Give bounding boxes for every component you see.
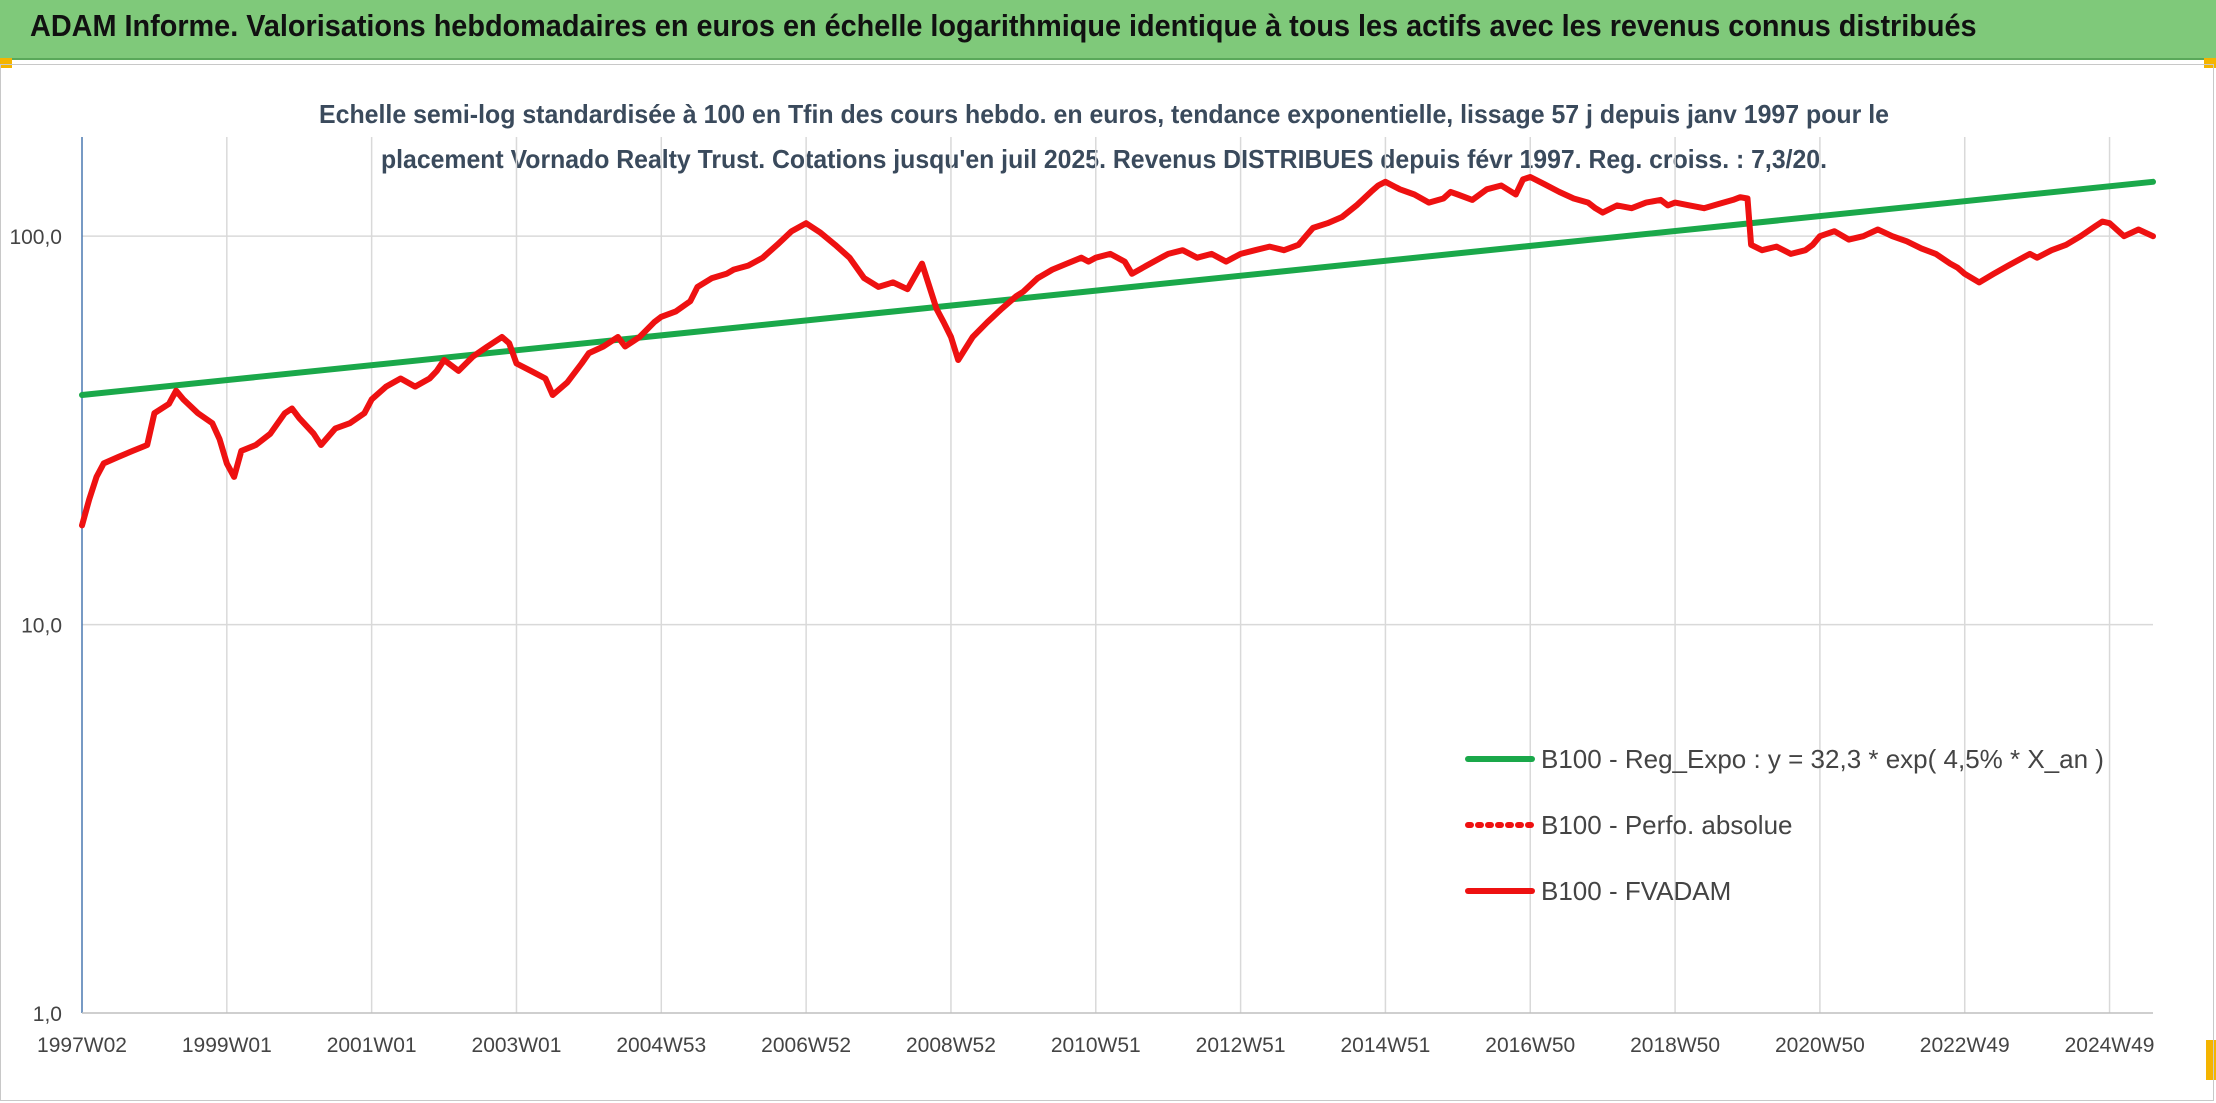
x-tick-label: 2014W51 <box>1340 1034 1430 1057</box>
chart-frame <box>0 64 2214 1101</box>
x-tick-label: 2008W52 <box>906 1034 996 1057</box>
series-line-0 <box>79 178 2156 398</box>
x-tick-label: 2022W49 <box>1920 1034 2010 1057</box>
legend-label-0: B100 - Reg_Expo : y = 32,3 * exp( 4,5% *… <box>1541 744 2104 774</box>
legend-label-1: B100 - Perfo. absolue <box>1541 810 1793 840</box>
x-tick-label: 2010W51 <box>1051 1034 1141 1057</box>
x-tick-label: 2016W50 <box>1485 1034 1575 1057</box>
x-tick-label: 1997W02 <box>37 1034 127 1057</box>
x-tick-label: 2012W51 <box>1196 1034 1286 1057</box>
corner-marker-left <box>0 58 12 68</box>
y-tick-label: 100,0 <box>9 226 62 249</box>
x-tick-label: 2018W50 <box>1630 1034 1720 1057</box>
report-title: ADAM Informe. Valorisations hebdomadaire… <box>30 8 1977 43</box>
x-tick-label: 1999W01 <box>182 1034 272 1057</box>
x-tick-label: 2004W53 <box>616 1034 706 1057</box>
series-layer <box>79 174 2156 529</box>
x-tick-label: 2020W50 <box>1775 1034 1865 1057</box>
corner-marker-bottom-right <box>2206 1040 2216 1080</box>
x-tick-label: 2024W49 <box>2065 1034 2155 1057</box>
y-tick-label: 10,0 <box>21 615 62 638</box>
x-tick-label: 2001W01 <box>327 1034 417 1057</box>
axes: 1,0 10,0 100,0 1997W02 1999W01 2001W01 2003W01… <box>9 137 2155 1057</box>
chart-subtitle-line-2: placement Vornado Realty Trust. Cotation… <box>381 144 1827 174</box>
legend: B100 - Reg_Expo : y = 32,3 * exp( 4,5% *… <box>1465 744 2104 906</box>
x-tick-label: 2006W52 <box>761 1034 851 1057</box>
series-line-2 <box>79 174 2156 529</box>
chart-subtitle-line-1: Echelle semi-log standardisée à 100 en T… <box>319 99 1889 129</box>
report-banner: ADAM Informe. Valorisations hebdomadaire… <box>0 0 2216 60</box>
x-tick-label: 2003W01 <box>472 1034 562 1057</box>
y-tick-label: 1,0 <box>33 1003 62 1026</box>
grid <box>82 137 2153 1013</box>
corner-marker-right <box>2204 58 2216 68</box>
legend-label-2: B100 - FVADAM <box>1541 876 1731 906</box>
